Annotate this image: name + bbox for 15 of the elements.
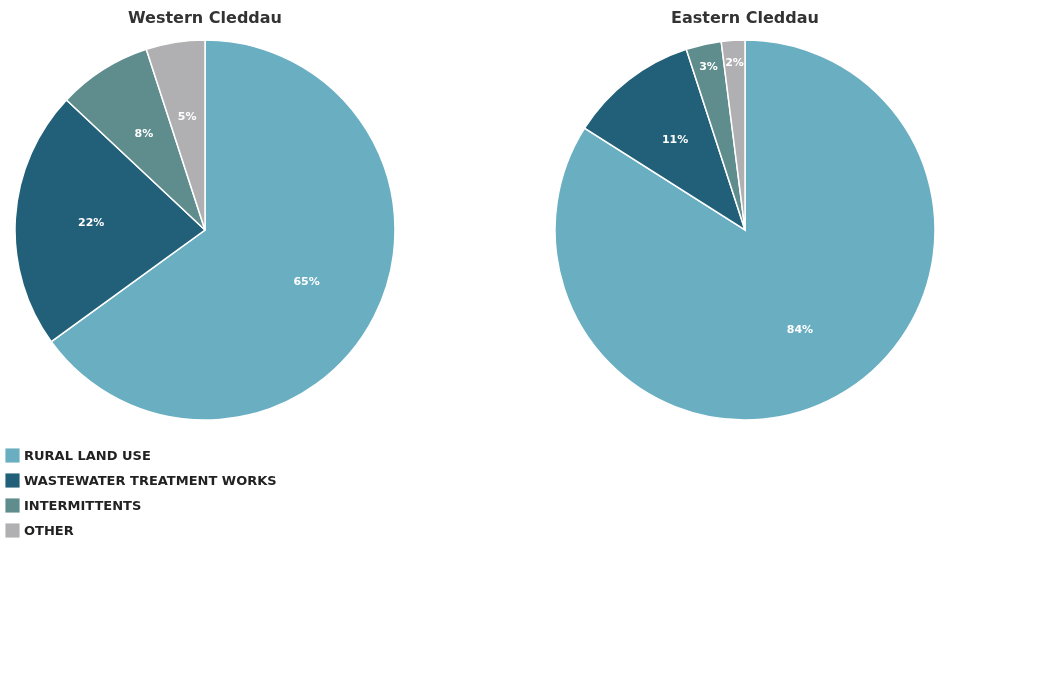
legend-label: INTERMITTENTS <box>24 497 142 513</box>
data-label: 2% <box>725 56 744 70</box>
legend-label: WASTEWATER TREATMENT WORKS <box>24 472 277 488</box>
data-label: 84% <box>786 322 814 336</box>
data-label: 11% <box>661 132 689 146</box>
pie-slice <box>554 39 936 421</box>
legend-label: OTHER <box>24 522 74 538</box>
data-label: 3% <box>699 59 718 73</box>
legend-label: RURAL LAND USE <box>24 447 151 463</box>
chart-title: Eastern Cleddau <box>671 8 819 27</box>
data-label: 5% <box>177 110 197 124</box>
chart-title: Western Cleddau <box>128 8 282 27</box>
data-label: 65% <box>293 274 320 288</box>
data-label: 22% <box>78 215 105 229</box>
data-label: 8% <box>134 126 154 140</box>
